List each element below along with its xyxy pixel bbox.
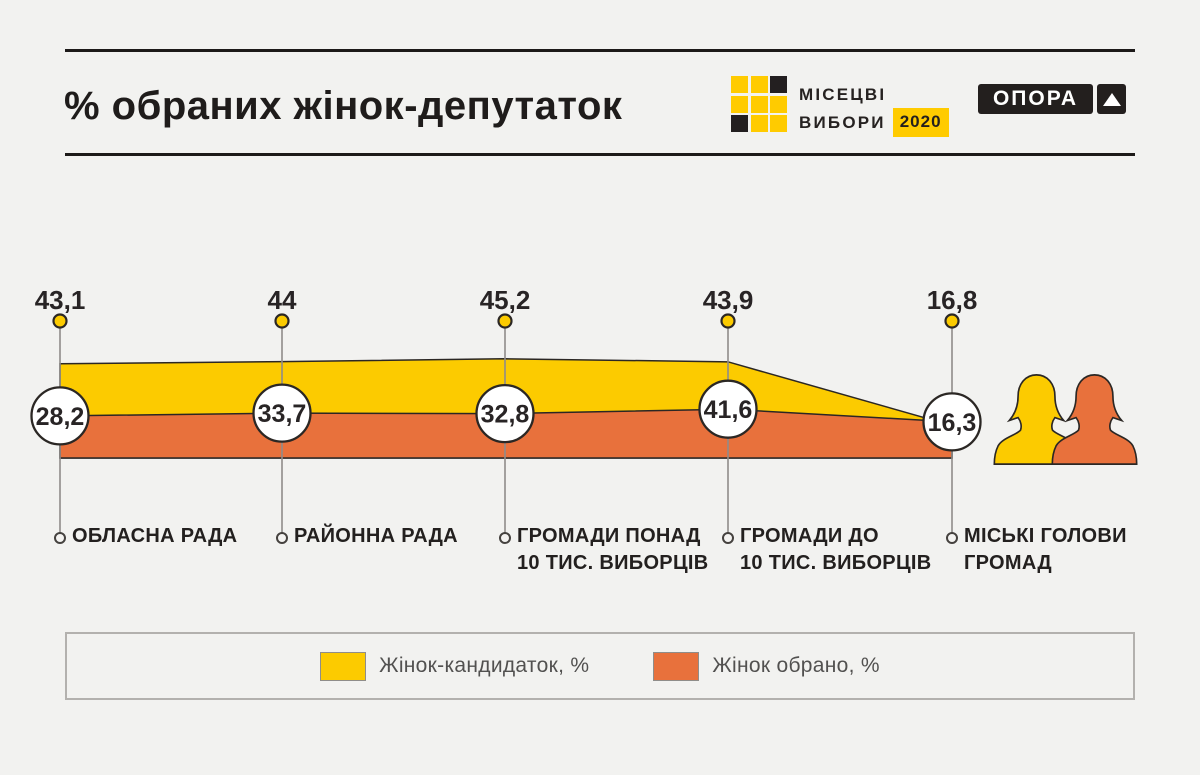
candidates-value-3: 43,9 xyxy=(703,285,754,315)
candidates-value-2: 45,2 xyxy=(480,285,531,315)
legend-label-elected: Жінок обрано, % xyxy=(712,654,880,677)
category-label-0: ОБЛАСНА РАДА xyxy=(72,523,237,550)
women-silhouette-elected-icon xyxy=(1051,374,1138,465)
category-label-line: ГРОМАДИ ПОНАД xyxy=(517,525,701,547)
logo-grid-cell xyxy=(731,76,748,93)
legend-swatch-candidates xyxy=(320,651,367,681)
category-dot-3 xyxy=(722,532,734,544)
category-dot-4 xyxy=(946,532,958,544)
category-label-line: РАЙОННА РАДА xyxy=(294,525,458,547)
elected-value-circle-3 xyxy=(698,379,758,439)
logo-grid-cell xyxy=(731,95,748,113)
category-label-4: МІСЬКІ ГОЛОВИ ГРОМАД xyxy=(964,523,1127,577)
page-title: % обраних жінок-депутаток xyxy=(64,84,623,128)
women-silhouette-candidates-icon xyxy=(993,374,1080,465)
elected-value-circle-1 xyxy=(252,383,312,443)
logo-grid-cell xyxy=(750,115,768,132)
elected-value-1: 33,7 xyxy=(258,400,307,428)
candidates-value-4: 16,8 xyxy=(927,285,978,315)
year-badge: 2020 xyxy=(892,108,949,137)
legend-item-elected: Жінок обрано, % xyxy=(653,651,880,681)
local-elections-logo-grid-icon xyxy=(731,76,787,132)
opora-logo-text: ОПОРА xyxy=(992,87,1079,110)
elected-value-2: 32,8 xyxy=(481,401,530,429)
legend-box: Жінок-кандидаток, % Жінок обрано, % xyxy=(65,632,1135,700)
opora-logo-symbol xyxy=(1097,84,1126,114)
logo-grid-cell xyxy=(750,95,768,113)
logo-grid-cell xyxy=(770,95,787,113)
elected-value-circle-4 xyxy=(922,392,982,452)
category-label-line: ГРОМАД xyxy=(964,552,1052,574)
category-label-line: 10 ТИС. ВИБОРЦІВ xyxy=(740,552,932,574)
local-elections-logo-line1: МІСЕЦВІ xyxy=(799,85,887,104)
category-label-line: ОБЛАСНА РАДА xyxy=(72,525,238,547)
elected-value-circle-2 xyxy=(475,383,535,444)
category-label-line: 10 ТИС. ВИБОРЦІВ xyxy=(517,552,709,574)
opora-logo: ОПОРА xyxy=(978,84,1126,114)
opora-logo-wordmark: ОПОРА xyxy=(978,84,1093,114)
category-label-line: МІСЬКІ ГОЛОВИ xyxy=(964,525,1127,547)
legend-item-candidates: Жінок-кандидаток, % xyxy=(320,651,590,681)
category-label-3: ГРОМАДИ ДО 10 ТИС. ВИБОРЦІВ xyxy=(740,523,931,577)
category-dot-1 xyxy=(276,532,288,544)
logo-grid-cell xyxy=(770,76,787,93)
elected-value-0: 28,2 xyxy=(36,403,85,431)
local-elections-logo-line2: ВИБОРИ xyxy=(799,112,886,132)
candidates-dot-0 xyxy=(52,313,68,329)
category-dot-0 xyxy=(54,532,66,544)
elected-value-3: 41,6 xyxy=(704,396,753,424)
category-dot-2 xyxy=(499,532,511,544)
candidates-dot-4 xyxy=(944,313,960,329)
header-bottom-rule xyxy=(65,153,1135,156)
candidates-dot-2 xyxy=(497,313,513,329)
elected-value-4: 16,3 xyxy=(928,409,977,437)
category-label-1: РАЙОННА РАДА xyxy=(294,523,458,550)
triangle-up-icon xyxy=(1102,92,1121,106)
logo-grid-cell xyxy=(770,115,787,132)
elected-value-circle-0 xyxy=(30,386,90,446)
logo-grid-cell xyxy=(750,76,768,93)
local-elections-logo-text: МІСЕЦВІ ВИБОРИ 2020 xyxy=(799,82,949,137)
category-label-2: ГРОМАДИ ПОНАД 10 ТИС. ВИБОРЦІВ xyxy=(517,523,708,577)
header-top-rule xyxy=(65,49,1135,52)
candidates-value-1: 44 xyxy=(268,285,297,315)
category-label-line: ГРОМАДИ ДО xyxy=(740,525,879,547)
candidates-value-0: 43,1 xyxy=(35,285,86,315)
candidates-dot-1 xyxy=(274,313,290,329)
logo-grid-cell xyxy=(731,115,748,132)
legend-swatch-elected xyxy=(653,651,700,681)
candidates-dot-3 xyxy=(720,313,736,329)
legend-label-candidates: Жінок-кандидаток, % xyxy=(379,654,590,677)
